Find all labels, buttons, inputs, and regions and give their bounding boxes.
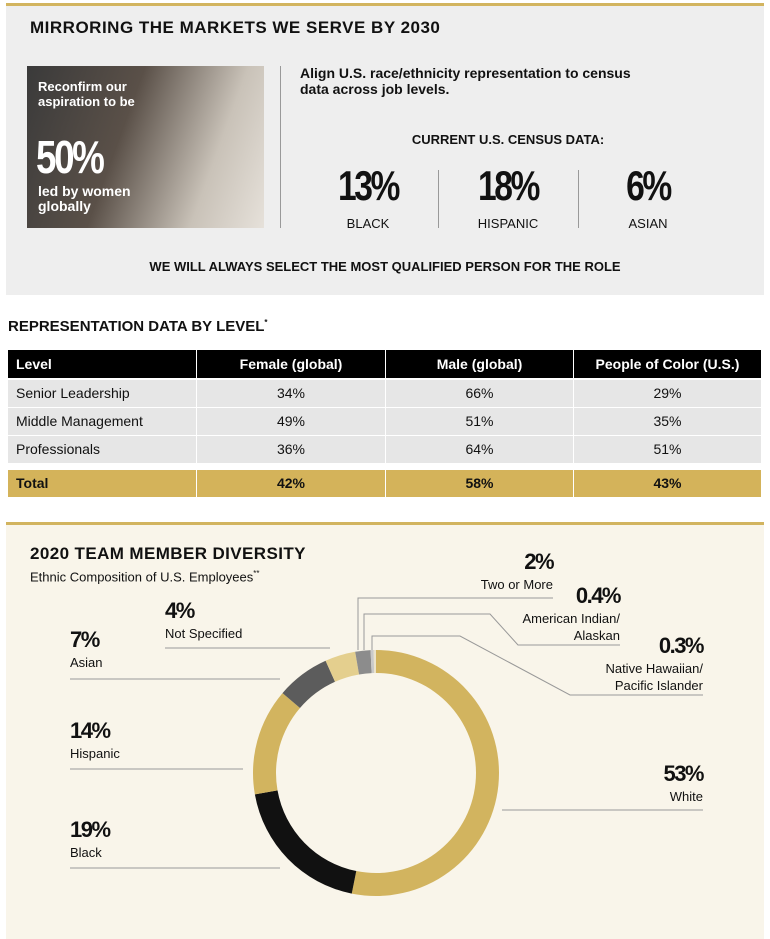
cell: 51% — [574, 436, 761, 463]
total-cell: 42% — [197, 470, 385, 497]
cell: 36% — [197, 436, 385, 463]
cell: 29% — [574, 380, 761, 407]
slice-value: 19% — [70, 817, 111, 842]
census-divider — [578, 170, 579, 228]
header-cell: People of Color (U.S.) — [574, 350, 761, 378]
header-cell: Level — [8, 350, 196, 378]
slice-name: Not Specified — [165, 626, 243, 641]
total-cell: 58% — [386, 470, 573, 497]
note: WE WILL ALWAYS SELECT THE MOST QUALIFIED… — [149, 259, 621, 274]
photo — [27, 66, 264, 228]
title: MIRRORING THE MARKETS WE SERVE BY 2030 — [30, 18, 441, 37]
cell: Senior Leadership — [8, 380, 196, 407]
cell: 64% — [386, 436, 573, 463]
slice-name: Asian — [70, 655, 103, 670]
census-label: BLACK — [346, 216, 390, 231]
slice-name: Native Hawaiian/ Pacific Islander — [605, 661, 703, 693]
donut-segment — [254, 790, 357, 894]
slice-value: 0.3% — [658, 633, 705, 658]
cell: 49% — [197, 408, 385, 435]
slice-value: 0.4% — [575, 583, 622, 608]
slice-name: Hispanic — [70, 746, 120, 761]
cell: 35% — [574, 408, 761, 435]
aspiration-tail: led by women globally — [38, 183, 131, 214]
table-title-text: REPRESENTATION DATA BY LEVEL — [8, 318, 265, 335]
census-label: ASIAN — [628, 216, 668, 231]
slice-name: White — [669, 789, 703, 804]
slice-value: 14% — [70, 718, 111, 743]
footnote-mark: ** — [253, 569, 260, 578]
table-title: REPRESENTATION DATA BY LEVEL* — [8, 318, 268, 335]
subtitle-text: Ethnic Composition of U.S. Employees — [30, 569, 254, 585]
chart-title: 2020 TEAM MEMBER DIVERSITY — [30, 544, 306, 563]
cell: Professionals — [8, 436, 196, 463]
slice-value: 7% — [70, 627, 100, 652]
leader-line — [357, 597, 553, 650]
leader-line — [371, 635, 703, 696]
census-label: HISPANIC — [477, 216, 539, 231]
slice-value: 4% — [165, 598, 195, 623]
slice-name: Black — [70, 845, 102, 860]
donut-segment — [351, 650, 499, 896]
census-intro: Align U.S. race/ethnicity representation… — [300, 65, 631, 97]
footnote-mark: * — [264, 318, 268, 327]
header-cell: Male (global) — [386, 350, 573, 378]
total-cell: Total — [8, 470, 196, 497]
slice-value: 2% — [524, 549, 554, 574]
census-value: 18% — [477, 162, 540, 209]
slice-value: 53% — [663, 761, 704, 786]
header-cell: Female (global) — [197, 350, 385, 378]
donut-segment — [370, 650, 375, 674]
donut-segment — [373, 650, 376, 674]
slice-name: American Indian/ Alaskan — [522, 611, 620, 643]
cell: 34% — [197, 380, 385, 407]
cell: 51% — [386, 408, 573, 435]
donut-segment — [252, 693, 300, 795]
census-heading: CURRENT U.S. CENSUS DATA: — [411, 132, 605, 147]
aspiration-lead: Reconfirm our aspiration to be — [38, 79, 135, 109]
donut-segment — [325, 651, 360, 682]
census-value: 6% — [626, 162, 672, 209]
donut-segment — [282, 660, 336, 709]
cell: 66% — [386, 380, 573, 407]
aspiration-value: 50% — [36, 131, 105, 183]
slice-name: Two or More — [480, 577, 553, 592]
chart-subtitle: Ethnic Composition of U.S. Employees** — [30, 569, 260, 584]
leader-line — [363, 613, 620, 650]
divider — [280, 66, 281, 228]
cell: Middle Management — [8, 408, 196, 435]
bottom-panel — [6, 522, 764, 939]
census-value: 13% — [337, 162, 400, 209]
census-divider — [438, 170, 439, 228]
donut-segment — [355, 650, 372, 675]
total-cell: 43% — [574, 470, 761, 497]
